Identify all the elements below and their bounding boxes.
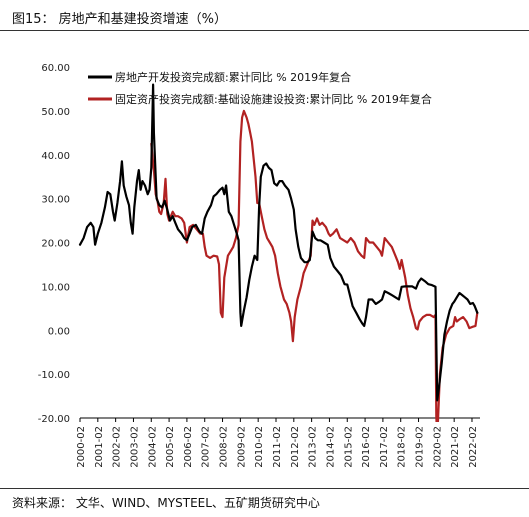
y-tick-label: 60.00 xyxy=(41,63,70,74)
chart-title: 图15： 房地产和基建投资增速（%） xyxy=(12,12,228,27)
bottom-divider xyxy=(0,488,529,489)
x-tick-label: 2002-02 xyxy=(112,426,123,468)
x-tick-label: 2022-02 xyxy=(468,426,479,468)
line-chart: 60.00 50.00 40.00 30.00 20.00 10.00 0.00 -10.00… xyxy=(38,63,480,468)
x-tick-label: 2016-02 xyxy=(361,426,372,468)
x-tick-label: 2009-02 xyxy=(236,426,247,468)
x-tick-label: 2004-02 xyxy=(147,426,158,468)
y-tick-label: 20.00 xyxy=(41,239,70,250)
legend: 房地产开发投资完成额:累计同比 % 2019年复合固定资产投资完成额:基础设施建… xyxy=(88,70,432,106)
x-tick-label: 2007-02 xyxy=(201,426,212,468)
x-tick-label: 2008-02 xyxy=(219,426,230,468)
y-tick-label: -10.00 xyxy=(38,370,70,381)
legend-label-2: 固定资产投资完成额:基础设施建设投资:累计同比 % 2019年复合 xyxy=(115,92,432,106)
x-tick-label: 2015-02 xyxy=(343,426,354,468)
x-tick-label: 2005-02 xyxy=(165,426,176,468)
y-tick-label: 10.00 xyxy=(41,282,70,293)
x-tick-label: 2011-02 xyxy=(272,426,283,468)
series-group xyxy=(78,83,479,422)
x-tick-label: 2010-02 xyxy=(254,426,265,468)
source-note: 资料来源： 文华、WIND、MYSTEEL、五矿期货研究中心 xyxy=(12,496,320,510)
x-tick-label: 2019-02 xyxy=(415,426,426,468)
y-tick-label: 40.00 xyxy=(41,151,70,162)
legend-label-1: 房地产开发投资完成额:累计同比 % 2019年复合 xyxy=(115,70,351,84)
x-tick-label: 2017-02 xyxy=(379,426,390,468)
x-tick-label: 2003-02 xyxy=(129,426,140,468)
series-line-2 xyxy=(150,109,479,422)
y-tick-label: 50.00 xyxy=(41,107,70,118)
y-tick-label: -20.00 xyxy=(38,414,70,425)
y-tick-label: 30.00 xyxy=(41,195,70,206)
x-tick-label: 2018-02 xyxy=(397,426,408,468)
x-axis: 2000-02 2001-02 2002-02 2003-02 2004-02 2005-… xyxy=(76,417,480,468)
x-tick-label: 2021-02 xyxy=(450,426,461,468)
series-line-1 xyxy=(78,83,479,402)
x-tick-label: 2006-02 xyxy=(183,426,194,468)
y-tick-label: 0.00 xyxy=(48,326,70,337)
top-divider xyxy=(0,30,529,31)
x-tick-label: 2001-02 xyxy=(94,426,105,468)
x-tick-label: 2020-02 xyxy=(432,426,443,468)
x-tick-label: 2013-02 xyxy=(308,426,319,468)
x-tick-label: 2000-02 xyxy=(76,426,87,468)
y-axis: 60.00 50.00 40.00 30.00 20.00 10.00 0.00 -10.00… xyxy=(38,63,70,425)
x-tick-label: 2012-02 xyxy=(290,426,301,468)
x-tick-label: 2014-02 xyxy=(325,426,336,468)
